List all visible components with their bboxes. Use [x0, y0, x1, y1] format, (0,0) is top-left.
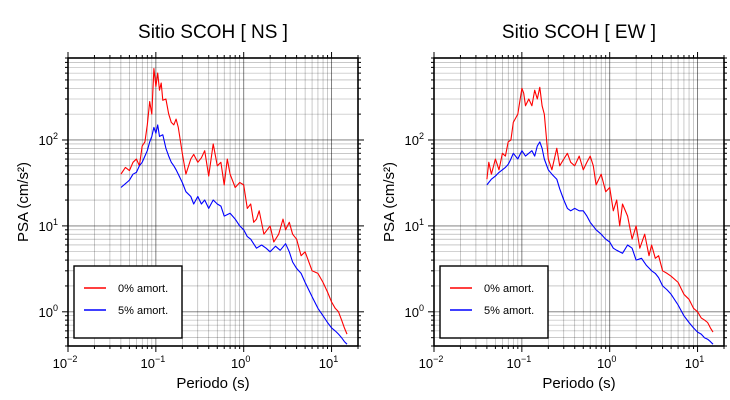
legend-label-1: 0% amort. — [118, 283, 168, 295]
legend: 0% amort. 5% amort. — [73, 265, 183, 339]
y-tick-label: 100 — [405, 303, 424, 320]
x-tick-label: 101 — [319, 354, 338, 371]
x-tick-label: 10−1 — [506, 354, 531, 371]
y-tick-label: 101 — [39, 217, 58, 234]
legend: 0% amort. 5% amort. — [439, 265, 549, 339]
chart-panel-2: 10−2 10−1 100 101 100 101 102 Sitio SCOH [ EW ]… — [381, 22, 730, 392]
x-tick-label: 10−1 — [140, 354, 165, 371]
series-line-2 — [120, 124, 348, 345]
series-line-2 — [486, 141, 714, 345]
plot-frame — [433, 57, 725, 347]
y-tick-label: 102 — [405, 131, 424, 148]
chart-title: Sitio SCOH [ EW ] — [502, 22, 656, 43]
x-axis-label: Periodo (s) — [176, 375, 249, 392]
x-tick-label: 100 — [597, 354, 616, 371]
x-tick-label: 101 — [685, 354, 704, 371]
y-tick-label: 102 — [39, 131, 58, 148]
series-line-1 — [486, 86, 714, 333]
legend-label-2: 5% amort. — [484, 305, 534, 317]
series-line-1 — [120, 67, 348, 335]
legend-box — [439, 265, 549, 339]
plot-frame — [67, 57, 359, 347]
y-axis-label: PSA (cm/s²) — [15, 162, 32, 242]
y-tick-label: 100 — [39, 303, 58, 320]
x-tick-label: 10−2 — [53, 354, 78, 371]
x-tick-label: 10−2 — [419, 354, 444, 371]
legend-label-2: 5% amort. — [118, 305, 168, 317]
y-tick-label: 101 — [405, 217, 424, 234]
x-axis-label: Periodo (s) — [542, 375, 615, 392]
legend-box — [73, 265, 183, 339]
x-tick-label: 100 — [231, 354, 250, 371]
chart-title: Sitio SCOH [ NS ] — [138, 22, 288, 43]
grid — [67, 57, 359, 347]
chart-panel-1: 10−2 10−1 100 101 100 101 102 Sitio SCOH [ NS ]… — [15, 22, 364, 392]
legend-label-1: 0% amort. — [484, 283, 534, 295]
y-axis-label: PSA (cm/s²) — [381, 162, 398, 242]
